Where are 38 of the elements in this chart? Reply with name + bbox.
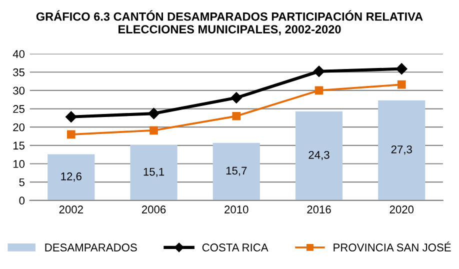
- point: [314, 86, 324, 95]
- point: [397, 80, 406, 89]
- x-tick-label: 2006: [142, 206, 166, 214]
- point: [396, 63, 408, 74]
- point: [148, 108, 160, 120]
- y-tick-label: 20: [13, 123, 25, 132]
- y-tick-label: 40: [12, 50, 25, 58]
- y-tick-label: 25: [13, 105, 25, 113]
- legend-label: COSTA RICA: [202, 244, 268, 252]
- bar: [378, 100, 426, 200]
- data-label: 15,7: [226, 166, 247, 176]
- x-tick-label: 2016: [307, 206, 331, 214]
- data-label: 27,3: [391, 145, 412, 155]
- data-label: 12,6: [61, 172, 82, 182]
- point: [313, 66, 325, 77]
- bar: [295, 111, 343, 200]
- data-label: 24,3: [308, 150, 330, 160]
- bar: [130, 145, 178, 200]
- x-tick-label: 2010: [224, 206, 248, 214]
- x-tick-label: 2020: [390, 206, 414, 214]
- y-tick-label: 10: [13, 160, 25, 168]
- y-tick-label: 0: [19, 196, 25, 205]
- data-label: 15,1: [144, 168, 164, 178]
- point: [232, 112, 241, 120]
- x-tick-label: 2002: [59, 206, 83, 214]
- y-tick-label: 35: [13, 68, 25, 76]
- y-tick-label: 15: [13, 142, 25, 150]
- point: [66, 111, 77, 122]
- point: [230, 92, 242, 104]
- y-tick-label: 30: [13, 86, 25, 95]
- bar: [48, 154, 95, 200]
- bar: [212, 142, 260, 200]
- legend-label: DESAMPARADOS: [45, 244, 137, 252]
- point: [66, 130, 76, 139]
- point: [150, 126, 158, 135]
- legend-label: PROVINCIA SAN JOSÉ: [334, 242, 451, 252]
- y-tick-label: 5: [19, 178, 25, 186]
- chart-title: GRÁFICO 6.3 CANTÓN DESAMPARADOS PARTICIPACIÓN RELATIVA ELECCIONES MUNICIPALES, 2002-2020: [36, 10, 423, 36]
